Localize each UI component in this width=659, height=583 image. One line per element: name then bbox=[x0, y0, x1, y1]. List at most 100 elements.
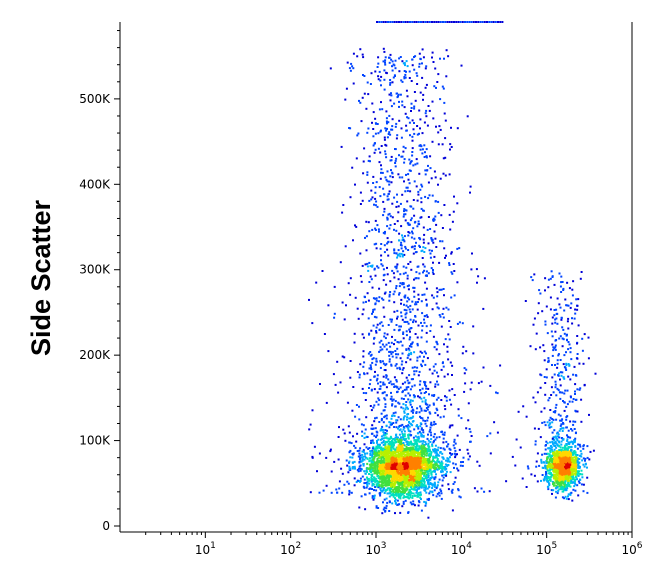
event-point bbox=[407, 382, 410, 385]
event-point bbox=[371, 121, 373, 124]
event-point bbox=[430, 473, 433, 476]
event-point bbox=[405, 361, 408, 364]
event-point bbox=[384, 127, 387, 130]
event-point bbox=[374, 274, 377, 277]
event-point bbox=[413, 488, 416, 491]
event-point bbox=[340, 145, 343, 148]
event-point bbox=[378, 230, 380, 233]
event-point bbox=[407, 473, 410, 476]
event-point bbox=[431, 394, 434, 397]
event-point bbox=[381, 452, 383, 455]
event-point bbox=[468, 455, 471, 458]
event-point bbox=[425, 454, 428, 457]
event-point bbox=[419, 58, 422, 61]
event-point bbox=[407, 306, 410, 309]
event-point bbox=[412, 207, 415, 210]
event-point bbox=[384, 445, 387, 448]
event-point bbox=[432, 483, 435, 486]
event-point bbox=[435, 461, 438, 464]
event-point bbox=[461, 352, 464, 355]
event-point bbox=[351, 467, 354, 470]
event-point bbox=[389, 442, 392, 445]
event-point bbox=[408, 158, 411, 161]
event-point bbox=[414, 245, 416, 248]
event-point bbox=[461, 464, 464, 467]
event-point bbox=[441, 479, 444, 482]
event-point bbox=[424, 441, 427, 444]
event-point bbox=[392, 485, 395, 488]
event-point bbox=[379, 492, 382, 494]
event-point bbox=[413, 453, 416, 456]
event-point bbox=[385, 497, 388, 500]
event-point bbox=[448, 447, 451, 450]
event-point bbox=[402, 489, 405, 492]
event-point bbox=[380, 263, 383, 266]
event-point bbox=[389, 81, 392, 84]
event-point bbox=[379, 487, 382, 490]
event-point bbox=[574, 453, 577, 456]
event-point bbox=[392, 383, 395, 386]
event-point bbox=[393, 483, 396, 486]
event-point bbox=[416, 489, 418, 492]
event-point bbox=[408, 493, 411, 496]
event-point bbox=[339, 381, 342, 384]
event-point bbox=[420, 300, 423, 303]
event-point bbox=[420, 409, 423, 412]
event-point bbox=[413, 467, 416, 470]
event-point bbox=[391, 118, 394, 121]
event-point bbox=[435, 348, 438, 351]
event-point bbox=[413, 439, 416, 442]
event-point bbox=[368, 383, 371, 386]
event-point bbox=[441, 313, 444, 315]
event-point bbox=[411, 151, 414, 153]
event-point bbox=[433, 481, 436, 484]
event-point bbox=[456, 202, 459, 205]
event-point bbox=[374, 229, 377, 231]
event-point bbox=[363, 486, 366, 489]
event-point bbox=[384, 403, 387, 406]
event-point bbox=[428, 497, 430, 500]
event-point bbox=[417, 461, 420, 464]
event-point bbox=[384, 478, 387, 481]
event-point bbox=[404, 449, 407, 452]
event-point bbox=[398, 484, 401, 487]
event-point bbox=[395, 421, 398, 424]
event-point bbox=[409, 190, 412, 193]
event-point bbox=[422, 459, 425, 462]
event-point bbox=[389, 79, 392, 81]
event-point bbox=[412, 455, 415, 458]
event-point bbox=[422, 246, 425, 249]
event-point bbox=[400, 79, 403, 82]
event-point bbox=[379, 459, 382, 462]
event-point bbox=[385, 484, 388, 487]
event-point bbox=[389, 454, 392, 457]
event-point bbox=[378, 466, 381, 469]
event-point bbox=[388, 460, 391, 463]
event-point bbox=[424, 112, 427, 115]
event-point bbox=[380, 254, 383, 257]
event-point bbox=[410, 345, 413, 348]
event-point bbox=[374, 197, 377, 200]
event-point bbox=[434, 237, 437, 240]
event-point bbox=[409, 388, 412, 391]
event-point bbox=[406, 496, 409, 498]
event-point bbox=[389, 435, 392, 438]
event-point bbox=[380, 469, 383, 472]
event-point bbox=[395, 419, 398, 422]
event-point bbox=[386, 122, 388, 125]
event-point bbox=[383, 461, 386, 464]
event-point bbox=[408, 447, 411, 450]
event-point bbox=[419, 471, 422, 474]
event-point bbox=[397, 329, 400, 332]
event-point bbox=[396, 193, 398, 196]
event-point bbox=[457, 489, 460, 492]
event-point bbox=[353, 332, 356, 335]
event-point bbox=[397, 478, 400, 481]
event-point bbox=[580, 483, 583, 486]
event-point bbox=[427, 481, 429, 484]
event-point bbox=[422, 462, 425, 464]
event-point bbox=[382, 306, 385, 309]
event-point bbox=[343, 483, 346, 486]
event-point bbox=[387, 192, 390, 195]
event-point bbox=[424, 195, 427, 198]
